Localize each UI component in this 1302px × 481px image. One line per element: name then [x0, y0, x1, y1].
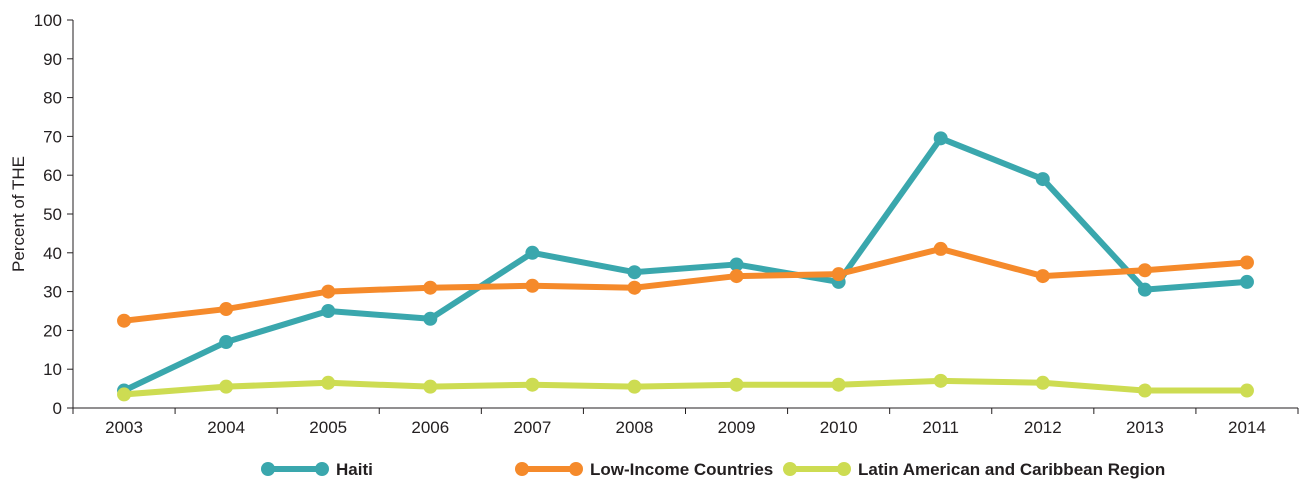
data-point	[1137, 263, 1152, 278]
x-tick-label: 2012	[1024, 418, 1062, 437]
data-point	[831, 377, 846, 392]
x-tick-label: 2008	[616, 418, 654, 437]
legend-label: Low-Income Countries	[590, 460, 773, 479]
series-1	[117, 131, 1254, 398]
series-line	[121, 245, 1250, 324]
data-point	[219, 302, 234, 317]
data-point	[525, 377, 540, 392]
chart-legend: Haiti Low-Income Countries Latin American …	[261, 460, 1165, 479]
data-point	[729, 377, 744, 392]
x-tick-label: 2006	[411, 418, 449, 437]
data-point	[729, 269, 744, 284]
data-point	[219, 335, 234, 350]
y-tick-label: 20	[43, 321, 62, 340]
legend-label: Latin American and Caribbean Region	[858, 460, 1165, 479]
x-tick-label: 2005	[309, 418, 347, 437]
data-point	[1035, 375, 1050, 390]
x-tick-label: 2013	[1126, 418, 1164, 437]
y-tick-label: 30	[43, 283, 62, 302]
y-tick-label: 10	[43, 360, 62, 379]
x-tick-label: 2004	[207, 418, 245, 437]
y-axis-ticks: 0 10 20 30 40 50 60 70 80 90 100	[34, 11, 73, 418]
y-tick-label: 0	[53, 399, 62, 418]
data-point	[933, 373, 948, 388]
legend-swatch-marker	[569, 462, 583, 476]
x-tick-label: 2003	[105, 418, 143, 437]
x-tick-label: 2007	[513, 418, 551, 437]
data-point	[1035, 172, 1050, 187]
data-point	[1239, 255, 1254, 270]
legend-label: Haiti	[336, 460, 373, 479]
data-point	[117, 387, 132, 402]
data-point	[117, 313, 132, 328]
data-point	[525, 245, 540, 260]
series-line	[121, 135, 1250, 394]
x-tick-label: 2011	[922, 418, 959, 437]
data-point	[219, 379, 234, 394]
data-point	[423, 280, 438, 295]
data-point	[1137, 282, 1152, 297]
chart-series	[117, 131, 1254, 402]
data-point	[423, 379, 438, 394]
y-axis-title: Percent of THE	[9, 156, 28, 272]
y-tick-label: 80	[43, 89, 62, 108]
legend-item: Low-Income Countries	[515, 460, 773, 479]
data-point	[627, 265, 642, 280]
data-point	[1239, 274, 1254, 289]
legend-swatch-marker	[315, 462, 329, 476]
data-point	[1035, 269, 1050, 284]
legend-swatch-marker	[837, 462, 851, 476]
chart-axes	[72, 20, 1298, 409]
x-axis-ticks: 2003 2004 2005 2006 2007 2008 2009 2010 2011 2012…	[72, 408, 1299, 437]
data-point	[831, 267, 846, 282]
x-tick-label: 2014	[1228, 418, 1266, 437]
data-point	[321, 375, 336, 390]
series-2	[117, 241, 1254, 328]
legend-item: Latin American and Caribbean Region	[783, 460, 1165, 479]
legend-item: Haiti	[261, 460, 373, 479]
y-tick-label: 50	[43, 205, 62, 224]
data-point	[423, 311, 438, 326]
data-point	[933, 241, 948, 256]
y-tick-label: 90	[43, 50, 62, 69]
legend-swatch-marker	[783, 462, 797, 476]
data-point	[1239, 383, 1254, 398]
data-point	[321, 304, 336, 318]
y-tick-label: 60	[43, 166, 62, 185]
x-tick-label: 2009	[718, 418, 756, 437]
legend-swatch-marker	[515, 462, 529, 476]
y-tick-label: 100	[34, 11, 62, 30]
legend-swatch-marker	[261, 462, 275, 476]
data-point	[1137, 383, 1152, 398]
y-tick-label: 70	[43, 127, 62, 146]
x-tick-label: 2010	[820, 418, 858, 437]
data-point	[627, 280, 642, 295]
y-tick-label: 40	[43, 244, 62, 263]
data-point	[933, 131, 948, 146]
data-point	[627, 379, 642, 394]
data-point	[729, 257, 744, 272]
series-3	[117, 373, 1254, 402]
data-point	[321, 284, 336, 299]
data-point	[525, 278, 540, 293]
series-line	[121, 377, 1250, 398]
